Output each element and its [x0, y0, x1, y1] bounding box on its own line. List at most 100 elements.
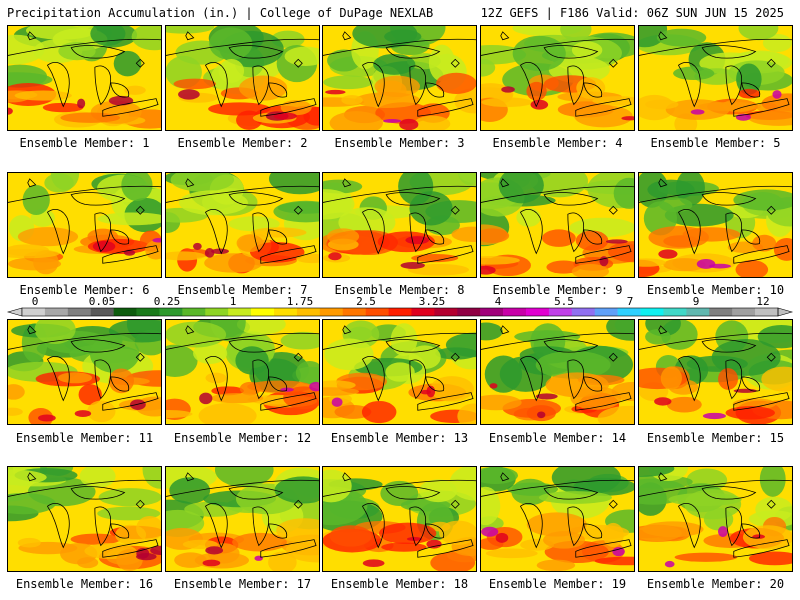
map-outline	[342, 472, 352, 482]
map-outline	[567, 65, 585, 106]
map-outline	[46, 209, 70, 255]
map-outline	[677, 62, 701, 108]
map-outline	[342, 325, 352, 335]
map-outline	[543, 486, 599, 500]
colorbar-swatch	[228, 308, 252, 316]
map-outline	[425, 376, 445, 392]
map-outline	[94, 65, 112, 106]
precipitation-map	[8, 320, 161, 424]
map-outline	[110, 229, 130, 245]
colorbar-swatch	[319, 308, 344, 316]
colorbar-swatch	[67, 308, 92, 316]
map-outline	[567, 212, 585, 253]
map-outline	[575, 392, 632, 411]
map-outline	[409, 212, 427, 253]
map-outline	[677, 503, 701, 549]
map-outline	[425, 523, 445, 539]
map-outline	[8, 479, 161, 497]
map-outline	[268, 376, 288, 392]
map-outline	[102, 539, 159, 558]
colorbar-tick-label: 12	[756, 295, 770, 308]
map-outline	[252, 359, 270, 400]
ensemble-member-label: Ensemble Member: 5	[650, 136, 781, 150]
map-outline	[228, 45, 284, 59]
map-outline	[385, 45, 441, 59]
colorbar-left-arrow	[6, 307, 23, 317]
map-outline	[323, 185, 476, 203]
ensemble-map-panel	[322, 172, 477, 278]
map-outline	[361, 62, 385, 108]
map-outline	[135, 499, 145, 509]
map-outline	[135, 205, 145, 215]
ensemble-member-label: Ensemble Member: 16	[15, 577, 154, 591]
map-outline	[733, 245, 790, 264]
colorbar-swatch	[548, 308, 573, 316]
ensemble-member-label: Ensemble Member: 13	[330, 431, 469, 445]
ensemble-map-panel	[165, 25, 320, 131]
map-outline	[575, 539, 632, 558]
precipitation-map	[8, 173, 161, 277]
colorbar-swatch	[480, 308, 504, 316]
map-outline	[361, 356, 385, 402]
map-outline	[639, 185, 792, 203]
colorbar-swatch	[503, 308, 527, 316]
ensemble-map-panel	[7, 319, 162, 425]
map-outline	[268, 523, 288, 539]
ensemble-map-panel	[480, 25, 635, 131]
map-outline	[450, 205, 460, 215]
map-outline	[260, 539, 317, 558]
ensemble-member-label: Ensemble Member: 8	[334, 283, 465, 297]
header-title: Precipitation Accumulation (in.) | Colle…	[7, 6, 434, 20]
precipitation-map	[639, 26, 792, 130]
map-outline	[385, 192, 441, 206]
ensemble-member-label: Ensemble Member: 11	[15, 431, 154, 445]
map-outline	[450, 58, 460, 68]
map-outline	[293, 58, 303, 68]
map-outline	[409, 359, 427, 400]
map-outline	[260, 392, 317, 411]
map-outline	[608, 352, 618, 362]
ensemble-member-label: Ensemble Member: 1	[19, 136, 150, 150]
precipitation-map	[166, 320, 319, 424]
colorbar-tick-label: 4	[494, 295, 502, 308]
map-outline	[204, 503, 228, 549]
map-outline	[27, 325, 37, 335]
map-outline	[417, 245, 474, 264]
map-outline	[741, 523, 761, 539]
map-outline	[342, 178, 352, 188]
colorbar-tick-label: 2.5	[356, 295, 376, 308]
colorbar-tick-label: 5.5	[554, 295, 574, 308]
map-outline	[260, 245, 317, 264]
map-outline	[481, 332, 634, 350]
colorbar-swatch	[411, 308, 435, 316]
ensemble-map-panel	[638, 25, 793, 131]
map-outline	[450, 352, 460, 362]
map-outline	[519, 356, 543, 402]
ensemble-map-panel	[165, 172, 320, 278]
map-outline	[425, 82, 445, 98]
colorbar-swatch	[342, 308, 366, 316]
ensemble-member-label: Ensemble Member: 14	[488, 431, 627, 445]
colorbar-swatch	[571, 308, 596, 316]
map-outline	[677, 356, 701, 402]
colorbar-swatch	[434, 308, 458, 316]
map-outline	[70, 339, 126, 353]
colorbar-swatch	[44, 308, 69, 316]
ensemble-map-panel	[7, 466, 162, 572]
precipitation-map	[166, 467, 319, 571]
precipitation-map	[481, 320, 634, 424]
colorbar-swatch	[251, 308, 275, 316]
map-outline	[417, 392, 474, 411]
ensemble-map-panel	[638, 319, 793, 425]
precipitation-map	[8, 467, 161, 571]
precipitation-map	[8, 26, 161, 130]
map-outline	[733, 539, 790, 558]
map-outline	[425, 229, 445, 245]
map-outline	[94, 212, 112, 253]
map-outline	[481, 185, 634, 203]
ensemble-map-panel	[165, 466, 320, 572]
colorbar-swatch	[296, 308, 321, 316]
colorbar-right-arrow	[777, 307, 794, 317]
map-outline	[766, 58, 776, 68]
colorbar-swatch	[709, 308, 733, 316]
